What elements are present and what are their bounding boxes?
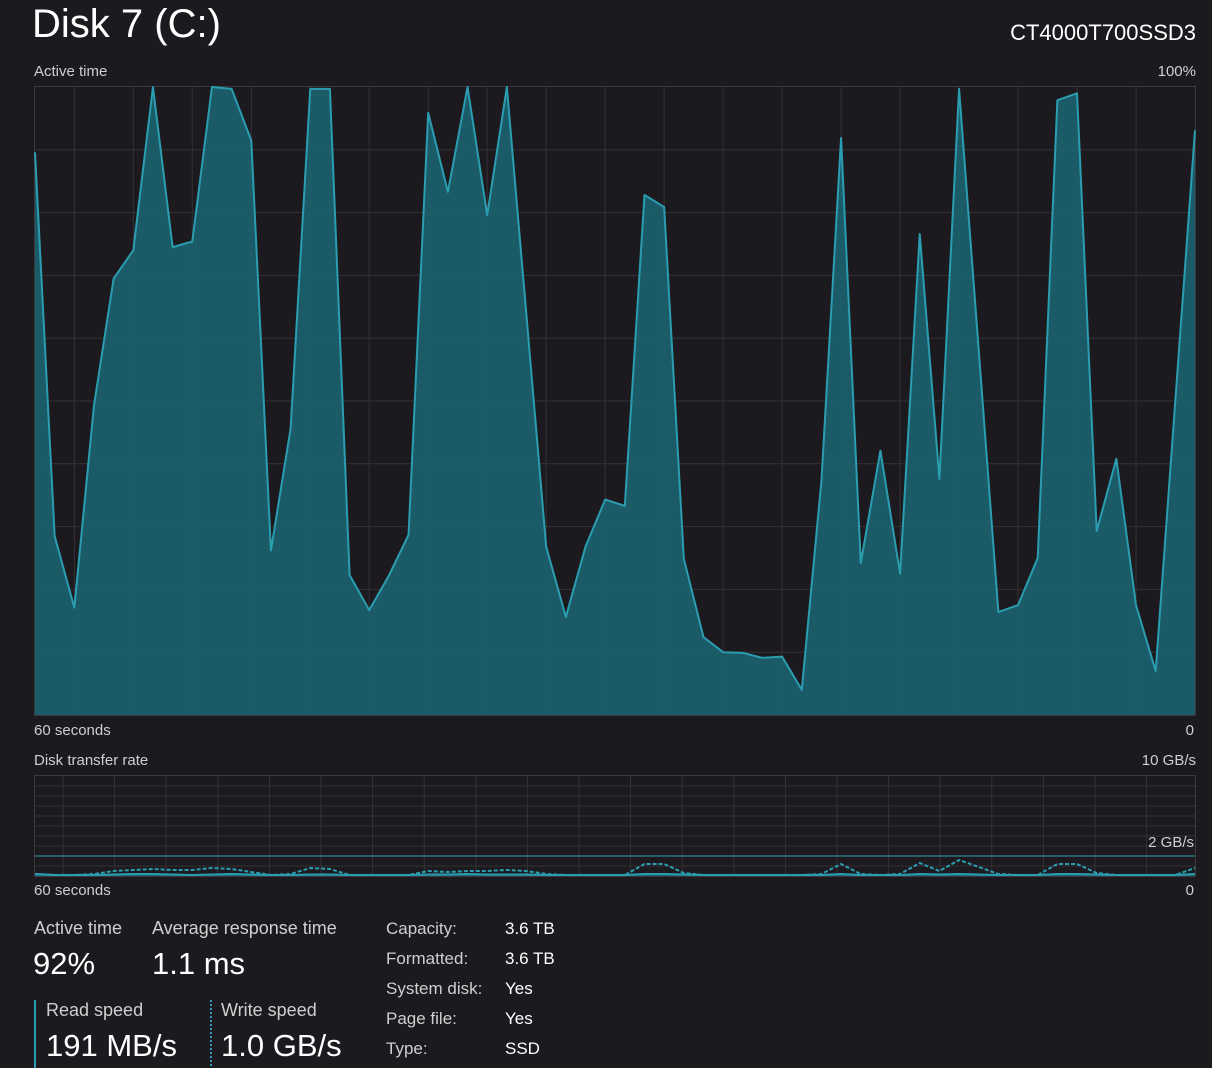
active-time-line [34,86,1196,691]
transfer-rate-chart-title: Disk transfer rate [34,752,149,769]
transfer-rate-x-label: 60 seconds [34,882,111,899]
property-key: Formatted: [386,949,469,968]
property-value: 3.6 TB [505,949,555,968]
property-value: Yes [505,1009,533,1028]
property-key: Page file: [386,1009,457,1028]
property-key: Capacity: [386,919,457,938]
active-time-chart [34,86,1196,716]
active-time-area [35,87,1195,715]
disk-model: CT4000T700SSD3 [1010,20,1196,45]
property-key: Type: [386,1039,428,1058]
property-value: SSD [505,1039,540,1058]
avg-response-value: 1.1 ms [152,946,246,981]
read-speed-label: Read speed [46,1000,144,1020]
read-speed-marker [34,1000,36,1068]
active-time-chart-title: Active time [34,63,108,80]
disk-title: Disk 7 (C:) [32,2,221,46]
chart-border [34,86,1196,716]
chart-border [34,775,1196,877]
active-time-max-label: 100% [1157,63,1196,80]
property-value: 3.6 TB [505,919,555,938]
active-time-label: Active time [34,918,123,938]
active-time-x-label: 60 seconds [34,722,111,739]
transfer-rate-max-label: 10 GB/s [1141,752,1196,769]
transfer-rate-min-label: 0 [1185,882,1194,899]
write-speed-label: Write speed [221,1000,317,1020]
transfer-rate-ref-label: 2 GB/s [1148,834,1194,851]
active-time-value: 92% [33,946,96,981]
write-speed-value: 1.0 GB/s [221,1028,342,1063]
property-key: System disk: [386,979,483,998]
avg-response-label: Average response time [152,918,337,938]
read-speed-value: 191 MB/s [46,1028,177,1063]
transfer-rate-chart [34,775,1196,877]
write-speed-marker [210,1000,212,1066]
property-value: Yes [505,979,533,998]
write-speed-line [34,858,1196,877]
active-time-min-label: 0 [1185,722,1194,739]
